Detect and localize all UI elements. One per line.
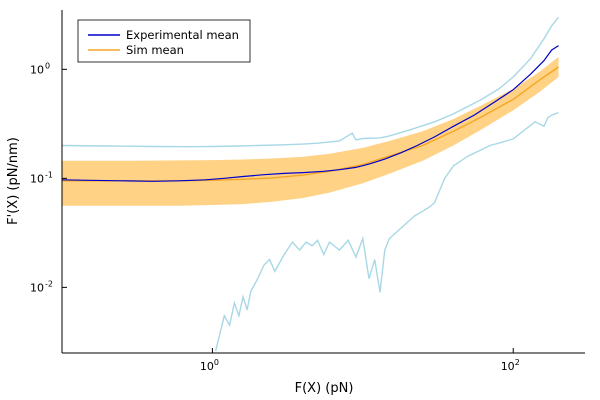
y-tick-label: 10 — [30, 172, 44, 185]
x-tick-label: 102 — [501, 358, 520, 373]
legend-label-experimental: Experimental mean — [126, 28, 239, 42]
y-tick-exponent: -1 — [45, 170, 53, 179]
x-tick-label: 100 — [200, 358, 219, 373]
x-tick-exponent: 2 — [515, 358, 520, 367]
y-tick-exponent: -2 — [45, 279, 53, 288]
series-upper-envelope — [62, 16, 560, 148]
x-tick-exponent: 0 — [214, 358, 219, 367]
series-experimental-mean — [62, 45, 559, 182]
y-axis-label: F'(X) (pN/nm) — [6, 137, 21, 225]
legend-box — [77, 19, 251, 63]
legend: Experimental mean Sim mean — [77, 19, 251, 63]
y-tick-exponent: 0 — [45, 61, 50, 70]
plot-area — [62, 16, 560, 352]
y-tick-label: 10 — [30, 281, 44, 294]
series-lower-envelope — [214, 112, 559, 352]
legend-label-sim: Sim mean — [126, 43, 184, 57]
x-axis-label: F(X) (pN) — [295, 381, 354, 396]
y-tick-label: 10 — [30, 63, 44, 76]
sim-band — [62, 56, 559, 206]
